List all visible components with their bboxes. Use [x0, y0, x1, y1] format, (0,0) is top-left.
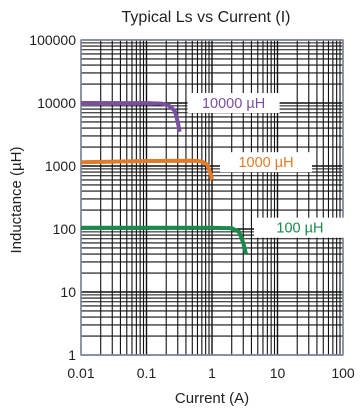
x-tick-label: 0.1	[137, 365, 157, 381]
series-line	[80, 101, 182, 133]
series-label: 1000 µH	[238, 155, 293, 171]
x-tick-label: 100	[331, 365, 355, 381]
series-labels: 10000 µH 1000 µH 100 µH	[187, 93, 346, 238]
y-tick-label: 10000	[37, 95, 76, 111]
y-tick-label: 1000	[45, 158, 76, 174]
series-line	[80, 158, 214, 181]
y-tick-label: 10	[60, 284, 76, 300]
y-tick-label: 100	[53, 221, 77, 237]
y-tick-labels: 1 10 100 1000 10000 100000	[29, 32, 76, 363]
y-tick-label: 100000	[29, 32, 76, 48]
y-axis-title: Inductance (µH)	[8, 146, 25, 253]
x-tick-labels: 0.01 0.1 1 10 100	[67, 365, 355, 381]
series-line	[81, 225, 248, 255]
chart-title: Typical Ls vs Current (I)	[122, 9, 291, 26]
series-label-bg	[220, 152, 312, 173]
y-tick-label: 1	[68, 347, 76, 363]
plot-frame	[80, 39, 344, 356]
x-axis-title: Current (A)	[175, 390, 249, 407]
series-label: 10000 µH	[202, 96, 265, 112]
series-label-bg	[187, 93, 280, 113]
plot-grid	[80, 39, 344, 356]
x-tick-label: 1	[208, 365, 216, 381]
series-lines	[80, 101, 248, 255]
x-tick-label: 10	[270, 365, 286, 381]
x-tick-label: 0.01	[67, 365, 94, 381]
series-label: 100 µH	[276, 221, 323, 237]
series-label-bg	[253, 217, 346, 238]
